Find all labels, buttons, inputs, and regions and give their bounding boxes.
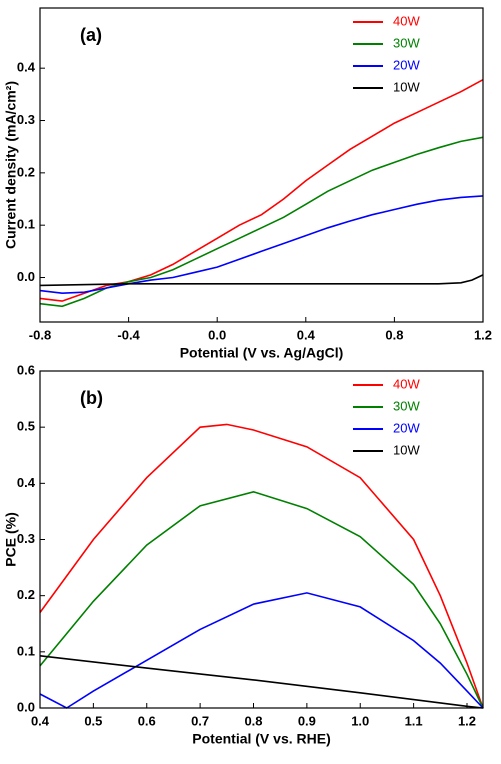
y-tick-label: 0.4 (17, 475, 36, 490)
data-line (39, 274, 484, 287)
x-tick-label: -0.8 (29, 327, 51, 342)
y-tick-label: 0.0 (17, 699, 35, 714)
data-line (39, 655, 484, 709)
data-line (39, 592, 484, 709)
x-tick-label: -0.4 (117, 327, 140, 342)
y-tick-label: 0.2 (17, 587, 35, 602)
legend-label: 10W (393, 79, 420, 94)
data-line (39, 195, 484, 295)
x-tick-label: 0.7 (191, 713, 209, 728)
x-tick-label: 0.0 (208, 327, 226, 342)
x-tick-label: 0.4 (31, 713, 50, 728)
data-line (39, 490, 484, 709)
legend-label: 20W (393, 420, 420, 435)
legend-label: 30W (393, 35, 420, 50)
legend-label: 10W (393, 442, 420, 457)
panel-label: (a) (80, 25, 102, 45)
data-line (39, 136, 484, 308)
legend-label: 20W (393, 57, 420, 72)
y-tick-label: 0.4 (17, 60, 36, 75)
x-tick-label: 0.4 (297, 327, 316, 342)
x-axis-label: Potential (V vs. RHE) (192, 731, 330, 747)
x-tick-label: 0.5 (84, 713, 102, 728)
panel-label: (b) (80, 388, 103, 408)
x-tick-label: 0.9 (298, 713, 316, 728)
x-tick-label: 1.1 (405, 713, 423, 728)
y-tick-label: 0.3 (17, 531, 35, 546)
legend-label: 40W (393, 376, 420, 391)
y-tick-label: 0.0 (17, 269, 35, 284)
y-tick-label: 0.1 (17, 217, 35, 232)
y-tick-label: 0.1 (17, 643, 35, 658)
x-axis-label: Potential (V vs. Ag/AgCl) (180, 345, 344, 361)
legend-label: 30W (393, 398, 420, 413)
y-axis-label: Current density (mA/cm²) (3, 81, 19, 249)
y-tick-label: 0.2 (17, 164, 35, 179)
x-tick-label: 0.8 (244, 713, 262, 728)
plot-frame (39, 370, 484, 709)
x-tick-label: 0.6 (138, 713, 156, 728)
data-line (39, 423, 484, 709)
data-line (39, 78, 484, 302)
x-tick-label: 1.0 (351, 713, 369, 728)
x-tick-label: 1.2 (474, 327, 492, 342)
legend-label: 40W (393, 13, 420, 28)
y-tick-label: 0.3 (17, 112, 35, 127)
x-tick-label: 0.8 (385, 327, 403, 342)
y-tick-label: 0.5 (17, 419, 35, 434)
y-tick-label: 0.6 (17, 362, 35, 377)
y-axis-label: PCE (%) (3, 512, 19, 566)
x-tick-label: 1.2 (458, 713, 476, 728)
plot-frame (39, 7, 484, 323)
